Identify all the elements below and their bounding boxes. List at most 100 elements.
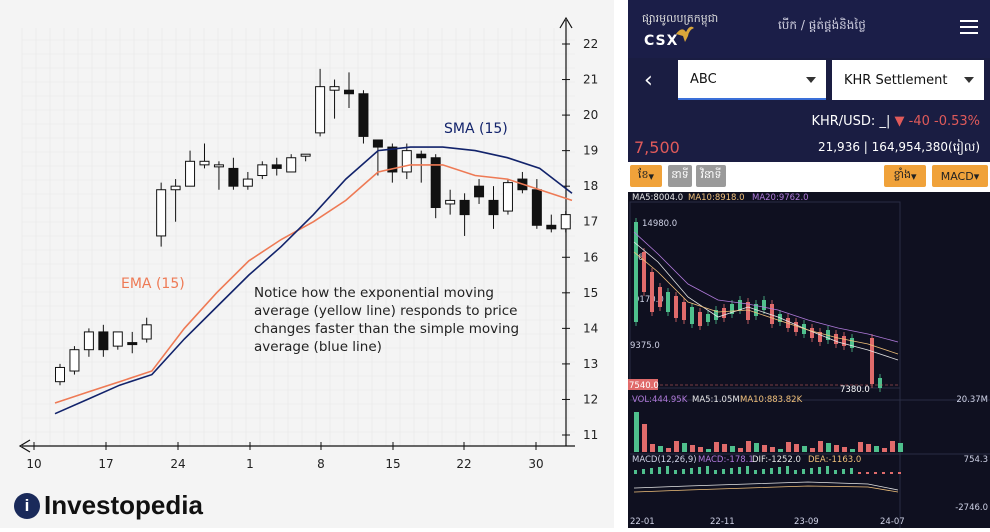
macd-bar <box>682 469 685 474</box>
indicator-label: MACD <box>940 169 974 183</box>
chevron-down-icon: ▾ <box>910 169 917 183</box>
ma10-label: MA10:8918.0 <box>688 193 745 203</box>
settlement-select[interactable]: KHR Settlement <box>832 60 984 100</box>
candle-body <box>170 185 181 191</box>
y-tick-label: 17 <box>583 215 598 229</box>
macd-bar <box>898 472 901 474</box>
investopedia-chart-panel: 11 12 13 14 15 16 17 18 19 20 21 22 10 17 24 1 8 15 22 30 SM… <box>0 0 614 528</box>
volume-bar <box>810 448 815 452</box>
app-candle-body <box>682 302 686 320</box>
macd-bar <box>658 467 661 474</box>
macd-bar <box>834 470 837 474</box>
chevron-down-icon: ▾ <box>973 169 980 183</box>
app-candle-body <box>842 336 846 346</box>
indicator-select[interactable]: MACD ▾ <box>932 165 988 187</box>
candle-body <box>560 214 571 230</box>
price-label-high: 14980.0 <box>642 219 677 229</box>
candle-body <box>257 164 268 177</box>
month-button[interactable]: ខែ ▾ <box>630 165 662 187</box>
volume-bar <box>794 444 799 452</box>
candle-body <box>531 189 542 226</box>
volume-bar <box>698 447 703 452</box>
symbol-select[interactable]: ABC <box>678 60 826 100</box>
volume-bar <box>642 424 647 452</box>
volume-bar <box>802 446 807 452</box>
x-tick-label: 24 <box>170 457 185 471</box>
volume-bar <box>722 444 727 452</box>
candle-body <box>98 331 109 351</box>
macd-right-bottom: -2746.0 <box>955 503 988 513</box>
candle-body <box>156 189 167 237</box>
volume-bar <box>770 447 775 452</box>
y-tick-label: 13 <box>583 357 598 371</box>
macd-bar <box>666 466 669 474</box>
volume-bar <box>746 441 751 452</box>
chart-annotation: Notice how the exponential moving averag… <box>254 285 520 355</box>
sma-line <box>54 146 573 415</box>
app-candle-body <box>634 222 638 322</box>
y-tick-label: 21 <box>583 73 598 87</box>
volume-bar <box>858 442 863 452</box>
volume-bar <box>786 442 791 452</box>
app-candle-body <box>674 296 678 318</box>
vol-ma5-label: MA5:1.05M <box>692 395 740 405</box>
second-button[interactable]: វិនាទី <box>696 165 726 187</box>
logo-csx-text: CSX <box>644 33 679 49</box>
candle-body <box>546 224 557 230</box>
selector-row: ‹ ABC KHR Settlement <box>628 58 990 108</box>
macd-bar <box>690 468 693 474</box>
hamburger-menu-icon[interactable] <box>960 20 978 38</box>
x-tick-label: 1 <box>246 457 254 471</box>
candle-body <box>185 160 196 187</box>
macd-bar <box>730 468 733 474</box>
app-candle-body <box>834 334 838 344</box>
dif-line <box>633 481 899 491</box>
volume-bar <box>650 444 655 452</box>
price-label: 9375.0 <box>630 341 660 351</box>
volume: 21,936 <box>817 140 860 154</box>
x-tick-label: 10 <box>26 457 41 471</box>
chevron-down-icon <box>964 77 974 83</box>
volume-bar <box>834 445 839 452</box>
volume-bar <box>842 447 847 452</box>
candle-body <box>401 150 412 173</box>
last-price: 7,500 <box>634 138 680 157</box>
app-candle-body <box>818 332 822 342</box>
separator: | <box>863 140 868 154</box>
chevron-down-icon <box>806 77 816 83</box>
volume-bar <box>874 446 879 452</box>
volume-value: 21,936 | 164,954,380(រៀល) <box>818 139 980 157</box>
y-tick-label: 16 <box>583 250 598 264</box>
macd-value-label: MACD:-178.1 <box>698 455 754 465</box>
volume-bar <box>818 441 823 452</box>
macd-bar <box>722 469 725 474</box>
y-axis-arrow-icon <box>559 16 573 29</box>
brand-name: Investopedia <box>44 490 203 520</box>
vol-right-label: 20.37M <box>956 395 988 405</box>
candle-body <box>329 86 340 91</box>
candle-body <box>315 86 326 134</box>
candle-body <box>488 199 499 216</box>
app-candle-body <box>794 322 798 332</box>
candle-body <box>199 160 210 166</box>
app-candle-body <box>642 252 646 292</box>
csx-app-panel: ផ្សារមូលបត្រកម្ពុជា CSX បើក / ផ្គត់ផ្គង់… <box>628 0 990 528</box>
ma5-line <box>633 241 899 361</box>
x-axis-arrow-icon <box>18 439 31 453</box>
back-arrow-icon[interactable]: ‹ <box>644 68 653 93</box>
volume-bar <box>658 446 663 452</box>
breadcrumb[interactable]: បើក / ផ្គត់ផ្គង់និង​ថ្លៃ <box>778 18 866 32</box>
dif-label: DIF:-1252.0 <box>752 455 801 465</box>
macd-bar <box>802 469 805 474</box>
app-candle-body <box>746 302 750 320</box>
volume-bar <box>754 443 759 452</box>
wide-button[interactable]: ខ្លាំង ▾ <box>884 165 926 187</box>
bird-logo-icon <box>676 26 694 42</box>
volume-bar <box>674 441 679 452</box>
low-price-label: 7380.0 <box>840 385 870 395</box>
candle-body <box>445 199 456 205</box>
app-x-label: 22-11 <box>710 517 735 527</box>
minute-button[interactable]: នាទី <box>668 165 692 187</box>
price-label: 9170.0 <box>634 295 664 305</box>
